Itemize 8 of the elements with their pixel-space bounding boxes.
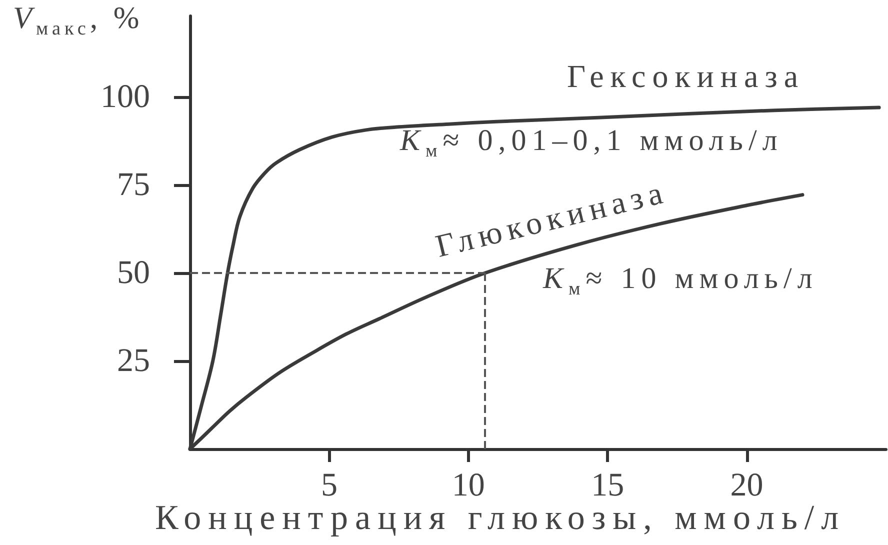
y-tick-label: 100: [100, 78, 150, 115]
y-tick-label: 25: [117, 342, 150, 379]
y-tick-label: 50: [117, 254, 150, 291]
y-axis-title: V$_{макс}$, %: [13, 0, 144, 40]
annotation: K$_{м}$≈ 0,01–0,1 ммоль/л: [400, 124, 783, 162]
series-label: Гексокиназа: [567, 58, 805, 94]
y-tick-label: 75: [117, 166, 150, 203]
annotation: K$_{м}$≈ 10 ммоль/л: [543, 262, 818, 300]
